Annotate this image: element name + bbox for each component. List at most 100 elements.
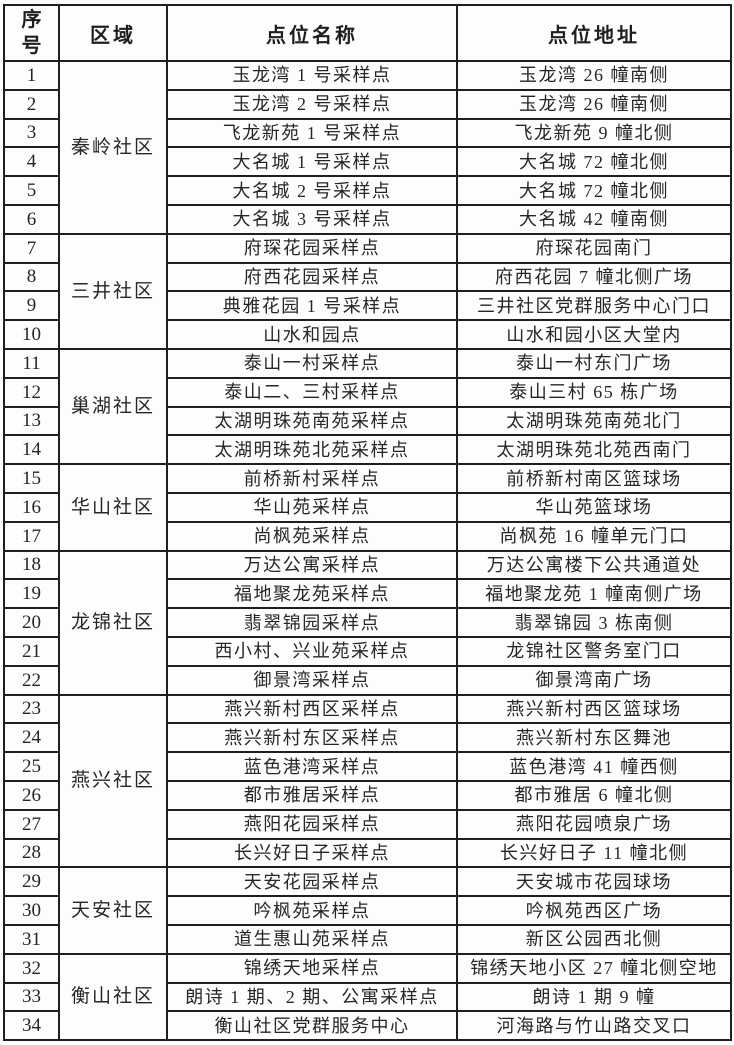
site-address-cell: 翡翠锦园 3 栋南侧: [456, 607, 732, 638]
site-address-cell: 玉龙湾 26 幢南侧: [456, 60, 732, 91]
site-address-cell: 新区公园西北侧: [456, 923, 732, 955]
site-address-cell: 泰山一村东门广场: [456, 347, 732, 379]
site-address-cell: 华山苑篮球场: [456, 491, 732, 523]
table-header-row: 序号 区域 点位名称 点位地址: [3, 4, 732, 62]
site-address-cell: 太湖明珠苑北苑西南门: [456, 434, 732, 466]
serial-number-cell: 11: [3, 347, 60, 379]
region-cell: 龙锦社区: [58, 549, 168, 696]
table-row: 5 大名城 2 号采样点 大名城 72 幢北侧: [3, 175, 732, 206]
table-row: 16 华山苑采样点 华山苑篮球场: [3, 491, 732, 523]
serial-number-cell: 18: [3, 549, 60, 581]
site-name-cell: 天安花园采样点: [166, 866, 458, 898]
site-address-cell: 锦绣天地小区 27 幢北侧空地: [456, 952, 732, 984]
serial-number-cell: 12: [3, 376, 60, 408]
site-name-cell: 蓝色港湾采样点: [166, 751, 458, 782]
site-name-cell: 衡山社区党群服务中心: [166, 1010, 458, 1042]
table-row: 22 御景湾采样点 御景湾南广场: [3, 664, 732, 696]
serial-number-cell: 34: [3, 1010, 60, 1042]
sampling-points-table: 序号 区域 点位名称 点位地址 1 秦岭社区 玉龙湾 1 号采样点 玉龙湾 26 幢南…: [3, 4, 732, 1042]
site-name-cell: 西小村、兴业苑采样点: [166, 635, 458, 667]
table-row: 27 燕阳花园采样点 燕阳花园喷泉广场: [3, 808, 732, 840]
header-region: 区域: [58, 4, 168, 62]
serial-number-cell: 3: [3, 117, 60, 149]
site-name-cell: 府西花园采样点: [166, 261, 458, 293]
serial-number-cell: 29: [3, 866, 60, 898]
site-name-cell: 燕兴新村西区采样点: [166, 693, 458, 725]
site-name-cell: 尚枫苑采样点: [166, 520, 458, 552]
site-name-cell: 燕阳花园采样点: [166, 808, 458, 840]
site-address-cell: 天安城市花园球场: [456, 866, 732, 898]
site-name-cell: 吟枫苑采样点: [166, 895, 458, 926]
table-row: 20 翡翠锦园采样点 翡翠锦园 3 栋南侧: [3, 607, 732, 638]
site-address-cell: 府西花园 7 幢北侧广场: [456, 261, 732, 293]
region-cell: 衡山社区: [58, 952, 168, 1042]
region-cell: 三井社区: [58, 232, 168, 350]
site-address-cell: 太湖明珠苑南苑北门: [456, 405, 732, 437]
site-address-cell: 都市雅居 6 幢北侧: [456, 779, 732, 811]
table-row: 23 燕兴社区 燕兴新村西区采样点 燕兴新村西区篮球场: [3, 693, 732, 869]
site-address-cell: 大名城 72 幢北侧: [456, 175, 732, 206]
serial-number-cell: 17: [3, 520, 60, 552]
site-name-cell: 玉龙湾 1 号采样点: [166, 60, 458, 91]
site-name-cell: 泰山一村采样点: [166, 347, 458, 379]
header-serial-number: 序号: [3, 4, 60, 62]
site-address-cell: 燕阳花园喷泉广场: [456, 808, 732, 840]
serial-number-cell: 30: [3, 895, 60, 926]
region-cell: 巢湖社区: [58, 347, 168, 466]
serial-number-cell: 21: [3, 635, 60, 667]
table-row: 4 大名城 1 号采样点 大名城 72 幢北侧: [3, 146, 732, 178]
serial-number-cell: 26: [3, 779, 60, 811]
serial-number-cell: 7: [3, 232, 60, 264]
site-address-cell: 府琛花园南门: [456, 232, 732, 264]
table-row: 9 典雅花园 1 号采样点 三井社区党群服务中心门口: [3, 290, 732, 322]
table-row: 24 燕兴新村东区采样点 燕兴新村东区舞池: [3, 722, 732, 754]
table-row: 31 道生惠山苑采样点 新区公园西北侧: [3, 923, 732, 955]
table-body: 1 秦岭社区 玉龙湾 1 号采样点 玉龙湾 26 幢南侧 2 玉龙湾 2 号采样点 玉龙湾 …: [3, 60, 732, 1042]
table-row: 32 衡山社区 锦绣天地采样点 锦绣天地小区 27 幢北侧空地: [3, 952, 732, 1042]
serial-number-cell: 16: [3, 491, 60, 523]
site-name-cell: 长兴好日子采样点: [166, 837, 458, 869]
site-address-cell: 蓝色港湾 41 幢西侧: [456, 751, 732, 782]
site-address-cell: 泰山三村 65 栋广场: [456, 376, 732, 408]
table-row: 17 尚枫苑采样点 尚枫苑 16 幢单元门口: [3, 520, 732, 552]
site-address-cell: 三井社区党群服务中心门口: [456, 290, 732, 322]
site-address-cell: 前桥新村南区篮球场: [456, 463, 732, 494]
region-cell: 华山社区: [58, 463, 168, 552]
site-name-cell: 大名城 2 号采样点: [166, 175, 458, 206]
table-row: 26 都市雅居采样点 都市雅居 6 幢北侧: [3, 779, 732, 811]
site-name-cell: 典雅花园 1 号采样点: [166, 290, 458, 322]
site-name-cell: 福地聚龙苑采样点: [166, 578, 458, 610]
header-serial-number-label: 序号: [21, 9, 42, 57]
site-address-cell: 玉龙湾 26 幢南侧: [456, 88, 732, 120]
site-name-cell: 大名城 1 号采样点: [166, 146, 458, 178]
site-name-cell: 燕兴新村东区采样点: [166, 722, 458, 754]
serial-number-cell: 13: [3, 405, 60, 437]
site-name-cell: 泰山二、三村采样点: [166, 376, 458, 408]
site-name-cell: 府琛花园采样点: [166, 232, 458, 264]
table-row: 2 玉龙湾 2 号采样点 玉龙湾 26 幢南侧: [3, 88, 732, 120]
site-name-cell: 华山苑采样点: [166, 491, 458, 523]
site-address-cell: 大名城 72 幢北侧: [456, 146, 732, 178]
serial-number-cell: 8: [3, 261, 60, 293]
site-address-cell: 大名城 42 幢南侧: [456, 203, 732, 235]
site-name-cell: 翡翠锦园采样点: [166, 607, 458, 638]
serial-number-cell: 27: [3, 808, 60, 840]
serial-number-cell: 10: [3, 319, 60, 350]
site-address-cell: 御景湾南广场: [456, 664, 732, 696]
table-row: 8 府西花园采样点 府西花园 7 幢北侧广场: [3, 261, 732, 293]
serial-number-cell: 9: [3, 290, 60, 322]
site-name-cell: 前桥新村采样点: [166, 463, 458, 494]
header-site-name: 点位名称: [166, 4, 458, 62]
site-name-cell: 道生惠山苑采样点: [166, 923, 458, 955]
serial-number-cell: 32: [3, 952, 60, 984]
site-name-cell: 锦绣天地采样点: [166, 952, 458, 984]
table-row: 7 三井社区 府琛花园采样点 府琛花园南门: [3, 232, 732, 350]
table-row: 1 秦岭社区 玉龙湾 1 号采样点 玉龙湾 26 幢南侧: [3, 60, 732, 235]
table-row: 3 飞龙新苑 1 号采样点 飞龙新苑 9 幢北侧: [3, 117, 732, 149]
table-row: 12 泰山二、三村采样点 泰山三村 65 栋广场: [3, 376, 732, 408]
site-address-cell: 山水和园小区大堂内: [456, 319, 732, 350]
serial-number-cell: 33: [3, 981, 60, 1013]
site-name-cell: 御景湾采样点: [166, 664, 458, 696]
region-cell: 燕兴社区: [58, 693, 168, 869]
